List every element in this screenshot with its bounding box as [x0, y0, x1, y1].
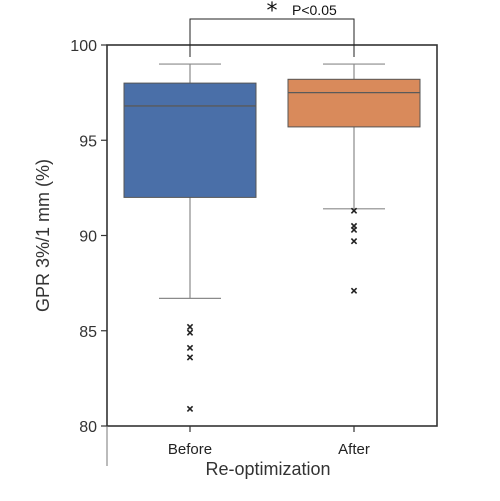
- box-before: [123, 63, 257, 413]
- y-axis: 80 85 90 95 100: [70, 38, 107, 436]
- outlier-point: [186, 344, 194, 352]
- outlier-point: [186, 354, 194, 361]
- outlier-point: [186, 329, 194, 336]
- outlier-point: [350, 238, 358, 245]
- box-after: [287, 63, 421, 294]
- y-tick-label: 85: [79, 324, 97, 341]
- outlier-point: [186, 405, 194, 413]
- significance-star: *: [267, 0, 278, 24]
- significance-bracket: [189, 18, 355, 57]
- outlier-point: [350, 207, 358, 214]
- y-axis-title: GPR 3%/1 mm (%): [33, 159, 53, 312]
- significance-annotation: * P<0.05: [189, 0, 355, 57]
- box-plot-series: [123, 63, 421, 413]
- y-tick-label: 80: [79, 419, 97, 436]
- outlier-point: [350, 287, 358, 294]
- x-axis-title: Re-optimization: [205, 459, 330, 479]
- x-tick-label-after: After: [338, 441, 370, 458]
- significance-p-value: P<0.05: [292, 2, 337, 18]
- y-tick-label: 100: [70, 38, 97, 55]
- x-tick-label-before: Before: [168, 441, 212, 458]
- y-tick-label: 90: [79, 229, 97, 246]
- iqr-box: [123, 82, 257, 198]
- outlier-point: [186, 323, 194, 331]
- y-tick-label: 95: [79, 133, 97, 150]
- x-axis: Before After: [168, 426, 370, 458]
- outlier-point: [350, 226, 358, 233]
- plot-frame: [106, 44, 438, 427]
- iqr-box: [287, 78, 421, 128]
